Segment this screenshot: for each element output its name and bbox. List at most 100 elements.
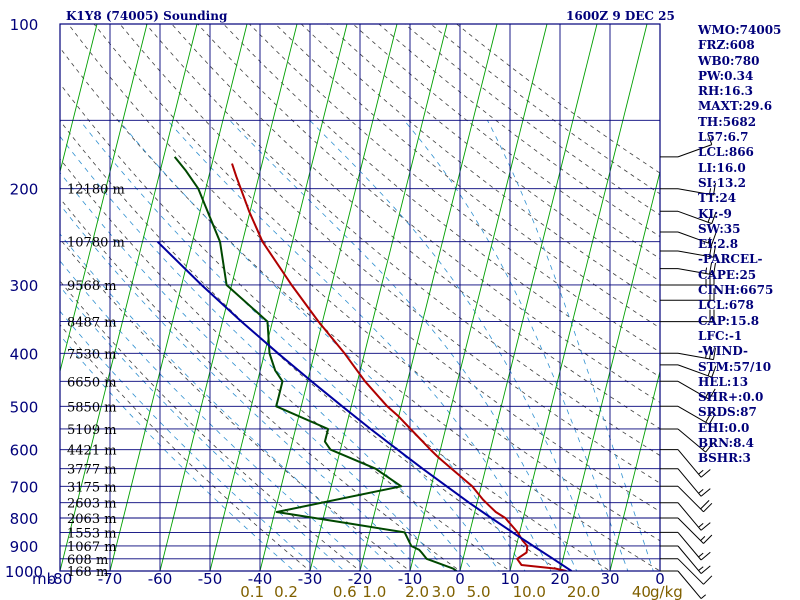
index-item: LI:16.0 <box>698 160 746 175</box>
dry-adiabat <box>60 47 660 571</box>
barb-staff <box>677 380 710 400</box>
barb-staff <box>677 188 714 196</box>
wind-barb <box>660 231 717 245</box>
barb-flag-half <box>707 237 711 244</box>
barb-flag-half <box>698 566 704 571</box>
skewed-isotherm <box>60 24 98 174</box>
moist-adiabat <box>60 233 396 571</box>
index-item: CAP:15.8 <box>698 313 760 328</box>
pressure-tick-label: 800 <box>10 510 39 528</box>
height-label: 12180 m <box>67 183 125 198</box>
wind-barb <box>660 309 715 323</box>
index-item: TT:24 <box>698 191 737 206</box>
index-item: PW:0.34 <box>698 68 754 83</box>
barb-flag-full <box>700 565 711 574</box>
barb-flag-half <box>707 370 711 376</box>
index-item: CINH:6675 <box>698 283 774 298</box>
barb-flag-half <box>705 352 708 359</box>
moist-adiabat <box>487 120 654 571</box>
wind-barb <box>660 364 717 378</box>
mixing-ratio-label: 0.6 <box>333 583 357 600</box>
temperature-tick-label: 0 <box>455 570 465 588</box>
barb-flag-full <box>703 575 713 585</box>
height-label: 1067 m <box>67 540 117 555</box>
barb-flag-half <box>702 444 707 450</box>
wind-barb <box>660 183 716 196</box>
wind-barb <box>660 558 713 585</box>
barb-flag-half <box>705 391 710 398</box>
height-label: 608 m <box>67 553 108 568</box>
barb-flag-full <box>711 212 717 224</box>
sounding-title: K1Y8 (74005) Sounding <box>66 9 228 23</box>
barb-flag-half <box>709 188 712 195</box>
barb-flag-full <box>705 411 713 423</box>
wind-barb <box>660 531 711 561</box>
height-label: 168 m <box>67 565 108 580</box>
barb-flag-full <box>703 502 713 513</box>
dry-adiabat <box>67 24 660 542</box>
barb-staff <box>677 405 710 425</box>
barb-staff <box>677 428 706 453</box>
barb-flag-half <box>707 216 711 223</box>
wind-barb <box>660 210 717 225</box>
temperature-trace <box>231 163 567 571</box>
wind-barb <box>660 485 713 513</box>
barb-staff <box>677 517 704 544</box>
temperature-tick-label: 30 <box>600 570 619 588</box>
wind-barb <box>660 380 716 400</box>
sounding-traces <box>156 156 573 571</box>
barb-flag-half <box>700 536 706 541</box>
barb-flag-half <box>698 469 704 475</box>
barb-staff <box>677 144 712 158</box>
mixing-ratio-label: 0.1 <box>240 583 264 600</box>
barb-flag-full <box>709 346 713 359</box>
barb-staff <box>677 468 702 497</box>
temperature-tick-label: -50 <box>198 570 223 588</box>
moist-adiabat <box>79 120 500 571</box>
stability-indices-panel: WMO:74005 FRZ:608 WB0:780 PW:0.34 RH:16.3 MAX… <box>698 23 781 467</box>
wind-barb <box>660 273 715 286</box>
pressure-tick-label: 200 <box>10 181 39 199</box>
temperature-tick-label: -40 <box>248 570 273 588</box>
barb-staff <box>677 558 704 585</box>
pressure-tick-label: 1000 <box>5 563 43 581</box>
index-item: FRZ:608 <box>698 38 755 53</box>
wind-barb <box>660 428 714 453</box>
barb-flag-full <box>700 500 710 510</box>
wind-barb <box>660 346 716 361</box>
parcel-trace <box>156 240 573 571</box>
temperature-tick-label: -60 <box>148 570 173 588</box>
index-item: SRDS:87 <box>698 405 757 420</box>
skewed-isotherm <box>359 24 498 571</box>
height-label: 7530 m <box>67 347 117 362</box>
index-item: STM:57/10 <box>698 359 772 374</box>
wind-barb <box>660 405 716 425</box>
barb-staff <box>677 364 712 378</box>
pressure-tick-label: 700 <box>10 478 39 496</box>
index-item: SHR+:0.0 <box>698 390 764 405</box>
skewed-isotherm <box>109 24 248 571</box>
skewed-isotherm <box>60 24 198 571</box>
moist-adiabat <box>309 120 603 571</box>
dry-adiabat <box>223 24 660 378</box>
index-item: EI:2.8 <box>698 237 739 252</box>
height-label: 2603 m <box>67 497 117 512</box>
mixing-ratio-label: 0.2 <box>274 583 298 600</box>
height-label: 3175 m <box>67 480 117 495</box>
barb-flag-full <box>713 262 716 275</box>
dry-adiabat <box>352 24 660 260</box>
temperature-tick-label: -10 <box>398 570 423 588</box>
skewed-isotherm <box>559 169 660 571</box>
barb-flag-half <box>705 267 708 274</box>
height-label: 8487 m <box>67 316 117 331</box>
dry-adiabat <box>145 24 660 457</box>
pressure-tick-label: 500 <box>10 398 39 416</box>
barb-flag-full <box>707 133 713 145</box>
barb-flag-full <box>708 388 716 400</box>
pressure-tick-label: 900 <box>10 538 39 556</box>
wind-barb <box>660 517 713 544</box>
wind-barb <box>660 288 715 301</box>
plot-frame <box>59 23 661 572</box>
barb-flag-half <box>700 594 707 599</box>
